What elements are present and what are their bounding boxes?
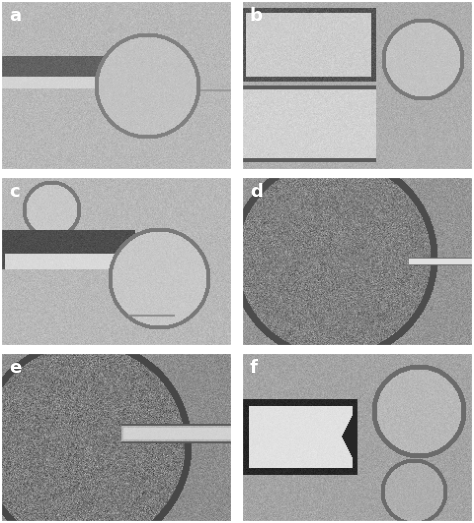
Text: b: b — [250, 7, 263, 25]
Text: a: a — [9, 7, 21, 25]
Text: c: c — [9, 183, 20, 201]
Text: e: e — [9, 359, 22, 377]
Text: d: d — [250, 183, 263, 201]
Text: f: f — [250, 359, 258, 377]
